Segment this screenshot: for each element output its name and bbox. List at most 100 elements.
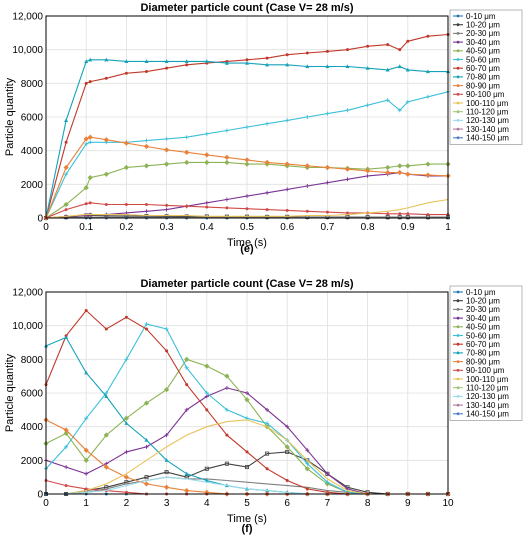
data-point [284,444,290,450]
legend-entry: 120-130 μm [466,116,509,125]
data-point [63,201,69,208]
data-point [145,203,148,207]
data-point [64,208,68,212]
data-point [225,206,229,210]
data-point [184,149,190,155]
x-tick-label: 7 [325,498,331,509]
y-tick-label: 12,000 [12,12,43,23]
data-point [245,60,249,65]
y-tick-label: 0 [37,490,43,501]
legend-marker [456,110,460,114]
data-point [366,44,370,48]
data-point [406,212,410,216]
chart-title: Diameter particle count (Case V= 28 m/s) [140,278,353,290]
data-point [325,111,330,116]
x-tick-label: 4 [204,498,210,509]
figure-caption: (e) [240,243,254,255]
data-point [397,163,403,169]
data-point [265,56,269,60]
legend-marker [456,342,460,346]
data-point [84,141,89,146]
legend-marker [456,360,460,363]
x-tick-label: 8 [365,498,371,509]
data-point [163,484,170,490]
legend-entry: 80-90 μm [466,81,500,90]
data-point [344,166,351,172]
data-point [124,71,128,75]
data-point [124,357,129,362]
data-point [123,164,130,171]
data-point [83,457,89,463]
legend-entry: 130-140 μm [466,401,509,410]
x-tick-label: 1 [83,498,89,509]
legend-marker [456,58,460,61]
legend-marker [456,127,460,131]
legend-marker [456,75,460,79]
data-point [104,394,109,398]
legend-marker [456,403,460,407]
series-2 [45,216,448,219]
x-tick-label: 9 [405,498,411,509]
data-point [305,51,309,55]
x-tick-label: 0.5 [240,222,254,233]
data-point [124,59,129,64]
data-point [84,309,88,313]
data-point [204,131,209,136]
legend-entry: 30-40 μm [466,314,500,323]
y-tick-label: 6000 [21,389,44,400]
data-point [144,138,149,143]
legend-marker [456,101,460,105]
data-point [64,335,69,340]
legend-entry: 20-30 μm [466,29,500,38]
data-point [185,383,189,387]
data-point [123,415,130,421]
data-point [425,161,431,167]
data-point [164,458,169,462]
data-point [385,98,390,103]
x-tick-label: 2 [124,498,130,509]
data-point [224,407,229,412]
data-point [405,171,411,177]
data-point [224,197,229,202]
data-point [204,466,209,471]
series-line [46,451,448,495]
x-axis-label: Time (s) [227,513,267,525]
data-point [405,67,410,72]
data-point [163,147,170,153]
data-point [64,172,69,177]
x-tick-label: 10 [442,498,454,509]
data-point [406,39,410,43]
data-point [204,394,209,399]
legend-entry: 80-90 μm [466,357,500,366]
data-point [245,58,249,62]
data-point [304,466,310,472]
data-point [285,62,290,67]
y-tick-label: 6000 [21,113,44,124]
x-tick-label: 6 [284,498,290,509]
x-tick-label: 0.3 [160,222,174,233]
series-10 [45,198,449,219]
data-point [426,213,430,217]
data-point [144,209,149,214]
data-point [143,143,150,150]
legend-marker [456,290,460,294]
data-point [103,171,109,177]
data-point [305,64,310,69]
legend-marker [456,40,460,44]
data-point [365,65,370,70]
data-point [398,212,402,216]
data-point [204,478,209,483]
data-point [224,60,229,65]
legend-entry: 40-50 μm [466,323,500,332]
x-axis-label: Time (s) [227,237,267,249]
y-axis-label: Particle quantity [4,77,16,156]
legend-entry: 90-100 μm [466,366,505,375]
data-point [144,437,149,442]
data-point [124,421,129,425]
legend-entry: 0-10 μm [466,288,496,297]
data-point [103,432,109,438]
data-point [87,134,93,140]
y-tick-label: 0 [37,214,43,225]
